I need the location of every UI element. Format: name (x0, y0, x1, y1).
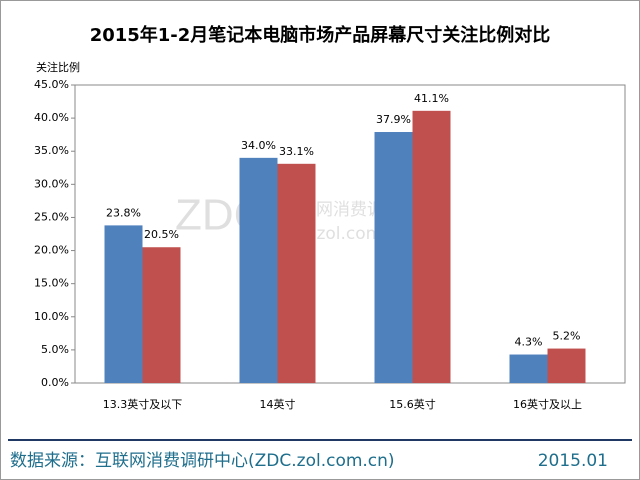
x-tick-label: 13.3英寸及以下 (103, 397, 183, 411)
date: 2015.01 (538, 451, 608, 471)
value-label: 37.9% (376, 113, 411, 126)
bar (547, 348, 586, 383)
y-tick-label: 45.0% (34, 78, 69, 91)
x-tick-label: 14英寸 (260, 397, 296, 411)
bar (104, 225, 143, 383)
bar (509, 354, 548, 383)
bar (374, 132, 413, 383)
bar (277, 163, 316, 383)
value-label: 41.1% (414, 92, 449, 105)
bar (239, 157, 278, 383)
y-tick-label: 20.0% (34, 244, 69, 257)
y-tick-label: 40.0% (34, 111, 69, 124)
bar (412, 110, 451, 384)
value-label: 20.5% (144, 228, 179, 241)
y-tick-label: 30.0% (34, 177, 69, 190)
y-axis-label: 关注比例 (36, 60, 80, 74)
value-label: 23.8% (106, 206, 141, 219)
value-label: 5.2% (553, 330, 581, 343)
y-tick-label: 35.0% (34, 144, 69, 157)
y-tick-label: 15.0% (34, 277, 69, 290)
x-tick-label: 16英寸及以上 (513, 397, 582, 411)
chart-title: 2015年1-2月笔记本电脑市场产品屏幕尺寸关注比例对比 (90, 24, 551, 46)
x-tick-label: 15.6英寸 (389, 397, 436, 411)
y-tick-label: 0.0% (41, 376, 69, 389)
y-tick-label: 10.0% (34, 310, 69, 323)
value-label: 33.1% (279, 145, 314, 158)
y-tick-label: 25.0% (34, 210, 69, 223)
bar (142, 247, 181, 383)
source: 数据来源：互联网消费调研中心(ZDC.zol.com.cn) (10, 451, 395, 471)
plot-area (74, 84, 626, 384)
value-label: 34.0% (241, 139, 276, 152)
value-label: 4.3% (515, 336, 543, 349)
y-tick-label: 5.0% (41, 343, 69, 356)
